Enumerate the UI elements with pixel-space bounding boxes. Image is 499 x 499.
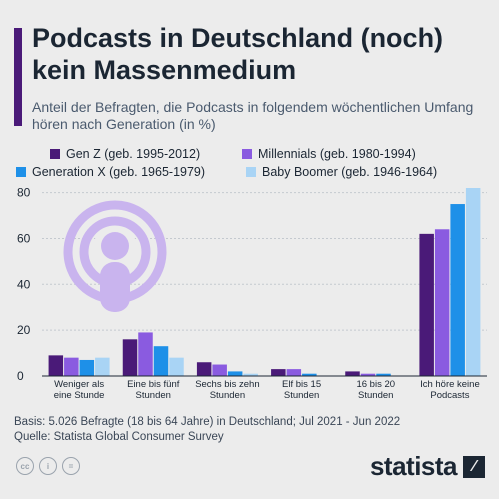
x-tick-label: Eine bis fünf Stunden	[127, 379, 180, 401]
x-tick-label: Sechs bis zehn Stunden	[195, 379, 259, 401]
legend-swatch-generation-x	[16, 167, 26, 177]
y-tick-label: 20	[17, 323, 31, 337]
podcast-icon	[63, 200, 167, 312]
y-axis-ticks: 0 20 40 60 80	[17, 186, 31, 383]
legend-label-millennials: Millennials (geb. 1980-1994)	[258, 147, 416, 161]
legend-item-baby-boomer: Baby Boomer (geb. 1946-1964)	[246, 165, 437, 179]
bars	[48, 188, 481, 376]
legend-label-gen-z: Gen Z (geb. 1995-2012)	[66, 147, 201, 161]
x-tick-label: Weniger als eine Stunde	[54, 379, 105, 401]
bar	[419, 233, 434, 376]
legend-item-gen-z: Gen Z (geb. 1995-2012)	[50, 147, 200, 161]
bar	[48, 355, 64, 376]
bar	[212, 364, 227, 376]
bar	[243, 373, 258, 376]
chart-title: Podcasts in Deutschland (noch) kein Mass…	[32, 23, 444, 85]
bar	[360, 373, 376, 376]
bar	[434, 229, 450, 376]
creative-commons-icon: cc	[16, 457, 34, 475]
bar	[169, 357, 184, 376]
x-tick-label: 16 bis 20 Stunden	[356, 379, 395, 401]
basis-note: Basis: 5.026 Befragte (18 bis 64 Jahre) …	[14, 416, 401, 428]
no-derivatives-icon: =	[62, 457, 80, 475]
y-tick-label: 0	[17, 369, 24, 383]
bar	[95, 357, 110, 376]
legend-item-millennials: Millennials (geb. 1980-1994)	[242, 147, 416, 161]
bar	[286, 369, 302, 376]
x-tick-label: Ich höre keine Podcasts	[420, 379, 480, 401]
statista-logo[interactable]: statista ⁄	[370, 451, 485, 482]
bar	[122, 339, 138, 376]
legend-swatch-gen-z	[50, 149, 60, 159]
y-tick-label: 40	[17, 277, 31, 291]
bar	[302, 373, 317, 376]
brand-name: statista	[369, 451, 458, 481]
legend: Gen Z (geb. 1995-2012) Millennials (geb.…	[0, 143, 499, 183]
legend-swatch-baby-boomer	[246, 167, 256, 177]
bar	[376, 373, 391, 376]
legend-label-generation-x: Generation X (geb. 1965-1979)	[32, 165, 206, 179]
bar-chart: 0 20 40 60 80 Weniger als eine Stunde Eine bis…	[17, 186, 487, 401]
bar	[196, 362, 212, 376]
x-axis-labels: Weniger als eine Stunde Eine bis fünf Stund…	[54, 379, 480, 401]
legend-item-generation-x: Generation X (geb. 1965-1979)	[16, 165, 205, 179]
bar	[227, 371, 243, 376]
chart-subtitle: Anteil der Befragten, die Podcasts in fo…	[32, 99, 474, 132]
statista-logo-icon: ⁄	[463, 455, 485, 478]
bar	[153, 346, 169, 376]
legend-swatch-millennials	[242, 149, 252, 159]
bar	[450, 204, 465, 376]
bar	[79, 359, 95, 376]
bar	[64, 357, 79, 376]
bar	[465, 188, 481, 376]
footnote: Basis: 5.026 Befragte (18 bis 64 Jahre) …	[14, 415, 484, 445]
attribution-icon: i	[39, 457, 57, 475]
legend-label-baby-boomer: Baby Boomer (geb. 1946-1964)	[262, 165, 438, 179]
x-tick-label: Elf bis 15 Stunden	[282, 379, 321, 401]
license-icons: cc i =	[16, 457, 80, 475]
bar	[271, 369, 286, 376]
y-tick-label: 80	[17, 186, 31, 200]
title-accent-bar	[14, 28, 22, 126]
bar	[138, 332, 153, 376]
y-tick-label: 60	[17, 231, 31, 245]
source-note: Quelle: Statista Global Consumer Survey	[14, 431, 224, 443]
bar	[345, 371, 360, 376]
